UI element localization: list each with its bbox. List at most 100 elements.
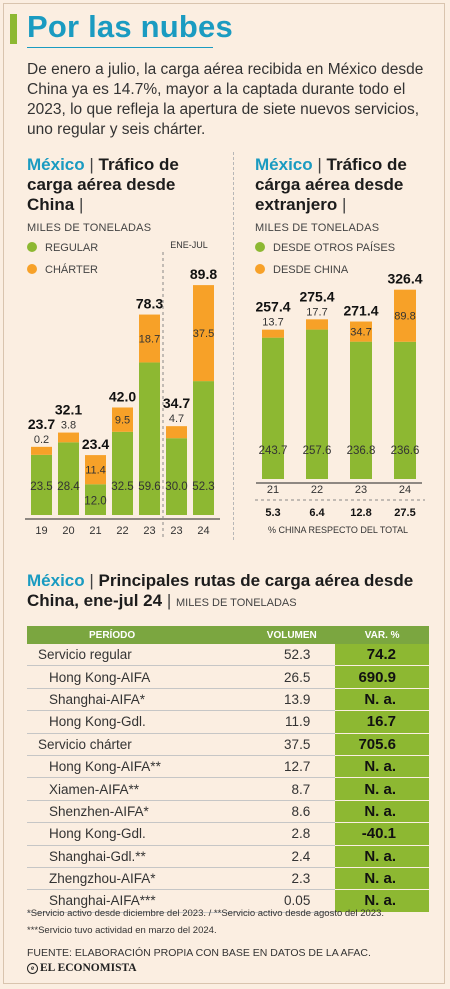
category-tick-label: 24 <box>399 484 411 496</box>
data-label-total: 326.4 <box>387 271 422 287</box>
brand-name: EL ECONOMISTA <box>40 962 137 974</box>
data-label-top: 17.7 <box>306 306 327 318</box>
table-row: Hong Kong-Gdl. 11.9 16.7 <box>27 710 429 734</box>
data-label-bottom: 243.7 <box>259 445 288 457</box>
right-chart-title: México | Tráfico de cárga aérea desde ex… <box>255 155 440 215</box>
bar-segment-top <box>193 285 214 382</box>
table-title: México | Principales rutas de carga aére… <box>27 571 437 613</box>
brand-mark-icon: e <box>27 963 38 974</box>
footnote-2: ***Servicio tuvo actividad en marzo del … <box>27 925 217 936</box>
category-tick-label: 23 <box>170 525 182 537</box>
category-tick-label: 21 <box>89 525 101 537</box>
china-share-value: 6.4 <box>309 507 325 519</box>
left-chart-unit: MILES DE TONELADAS <box>27 222 152 234</box>
title-separator: | <box>89 155 99 174</box>
row-var: 74.2 <box>335 644 429 667</box>
right-chart-unit: MILES DE TONELADAS <box>255 222 380 234</box>
data-label-total: 257.4 <box>255 299 290 315</box>
row-volume: 13.9 <box>248 688 336 712</box>
header-period: PERÍODO <box>27 626 249 644</box>
data-label-top: 89.8 <box>394 311 415 323</box>
left-stacked-bar-chart: 23.5 0.2 23.7 19 28.4 3.8 32.1 20 12.0 11.4 23.4 21… <box>25 240 220 540</box>
left-legend-charter-label: CHÁRTER <box>45 264 98 276</box>
left-legend-charter: CHÁRTER <box>27 264 98 276</box>
data-label-top: 13.7 <box>262 317 283 329</box>
table-row: Shanghai-AIFA* 13.9 N. a. <box>27 688 429 712</box>
right-legend-china: DESDE CHINA <box>255 264 348 276</box>
row-var: 690.9 <box>335 665 429 689</box>
row-period: Hong Kong-AIFA <box>27 665 249 689</box>
row-period: Hong Kong-Gdl. <box>27 822 249 846</box>
left-chart-title: México | Tráfico de carga aérea desde Ch… <box>27 155 227 215</box>
category-tick-label: 22 <box>311 484 323 496</box>
title-separator: | <box>78 195 84 214</box>
data-label-total: 275.4 <box>299 288 334 304</box>
page-title: Por las nubes <box>27 9 233 44</box>
data-label-bottom: 32.5 <box>111 481 133 493</box>
footnote-1: *Servicio activo desde diciembre del 202… <box>27 908 384 919</box>
title-separator: | <box>89 571 99 590</box>
row-period: Hong Kong-AIFA** <box>27 755 249 779</box>
row-var: -40.1 <box>335 822 429 846</box>
data-label-top: 11.4 <box>85 465 106 477</box>
data-label-bottom: 23.5 <box>30 481 52 493</box>
row-volume: 2.8 <box>248 822 336 846</box>
right-stacked-bar-chart: 243.7 13.7 257.4 21 257.6 17.7 275.4 22 236.8 34.… <box>255 271 425 535</box>
row-volume: 37.5 <box>248 733 336 756</box>
table-row: Hong Kong-Gdl. 2.8 -40.1 <box>27 822 429 846</box>
data-label-total: 271.4 <box>343 303 378 319</box>
bar-segment-bottom <box>85 484 106 515</box>
table-country: México <box>27 571 85 590</box>
data-label-bottom: 257.6 <box>303 445 332 457</box>
data-label-top: 37.5 <box>193 328 214 340</box>
bar-segment-top <box>112 407 133 432</box>
row-period: Servicio chárter <box>27 733 249 756</box>
data-label-top: 34.7 <box>350 327 371 339</box>
data-label-top: 18.7 <box>139 333 160 345</box>
row-var: 16.7 <box>335 710 429 734</box>
table-row: Shenzhen-AIFA* 8.6 N. a. <box>27 800 429 824</box>
row-volume: 26.5 <box>248 665 336 689</box>
row-var: 705.6 <box>335 733 429 756</box>
row-period: Shanghai-AIFA*** <box>27 889 249 913</box>
header-var: VAR. % <box>335 626 429 644</box>
row-var: N. a. <box>335 755 429 779</box>
bar-segment-bottom <box>193 381 214 515</box>
category-tick-label: 19 <box>35 525 47 537</box>
row-period: Zhengzhou-AIFA* <box>27 867 249 891</box>
right-chart-country: México <box>255 155 313 174</box>
data-label-bottom: 59.6 <box>138 481 160 493</box>
bar-segment-top <box>58 432 79 443</box>
data-label-bottom: 52.3 <box>192 481 214 493</box>
data-label-total: 34.7 <box>163 395 190 411</box>
data-label-top: 9.5 <box>115 415 130 427</box>
table-row: Hong Kong-AIFA** 12.7 N. a. <box>27 755 429 779</box>
row-period: Shenzhen-AIFA* <box>27 800 249 824</box>
bar-segment-bottom <box>350 341 372 479</box>
row-var: N. a. <box>335 777 429 801</box>
row-volume: 11.9 <box>248 710 336 734</box>
data-label-total: 89.8 <box>190 266 217 282</box>
row-period: Shanghai-Gdl.** <box>27 845 249 868</box>
bar-segment-top <box>31 446 52 455</box>
bar-segment-top <box>85 455 106 485</box>
data-label-top: 4.7 <box>169 413 184 425</box>
bar-segment-bottom <box>31 454 52 515</box>
row-volume: 8.7 <box>248 777 336 801</box>
page-frame <box>3 3 445 984</box>
right-legend-others-label: DESDE OTROS PAÍSES <box>273 242 396 254</box>
row-volume: 2.3 <box>248 867 336 891</box>
row-period: Servicio regular <box>27 644 249 667</box>
legend-dot-orange <box>255 264 265 274</box>
table-row: Servicio regular 52.3 74.2 <box>27 644 429 667</box>
table-row: Xiamen-AIFA** 8.7 N. a. <box>27 777 429 801</box>
title-separator: | <box>317 155 327 174</box>
legend-dot-orange <box>27 264 37 274</box>
data-label-total: 42.0 <box>109 388 136 404</box>
table-title-text: Principales rutas de carga aérea desde C… <box>27 571 414 610</box>
period-note: ENE-JUL <box>170 240 208 250</box>
row-volume: 12.7 <box>248 755 336 779</box>
table-row: Servicio chárter 37.5 705.6 <box>27 733 429 756</box>
bar-segment-bottom <box>394 341 416 479</box>
row-volume: 0.05 <box>248 889 336 913</box>
